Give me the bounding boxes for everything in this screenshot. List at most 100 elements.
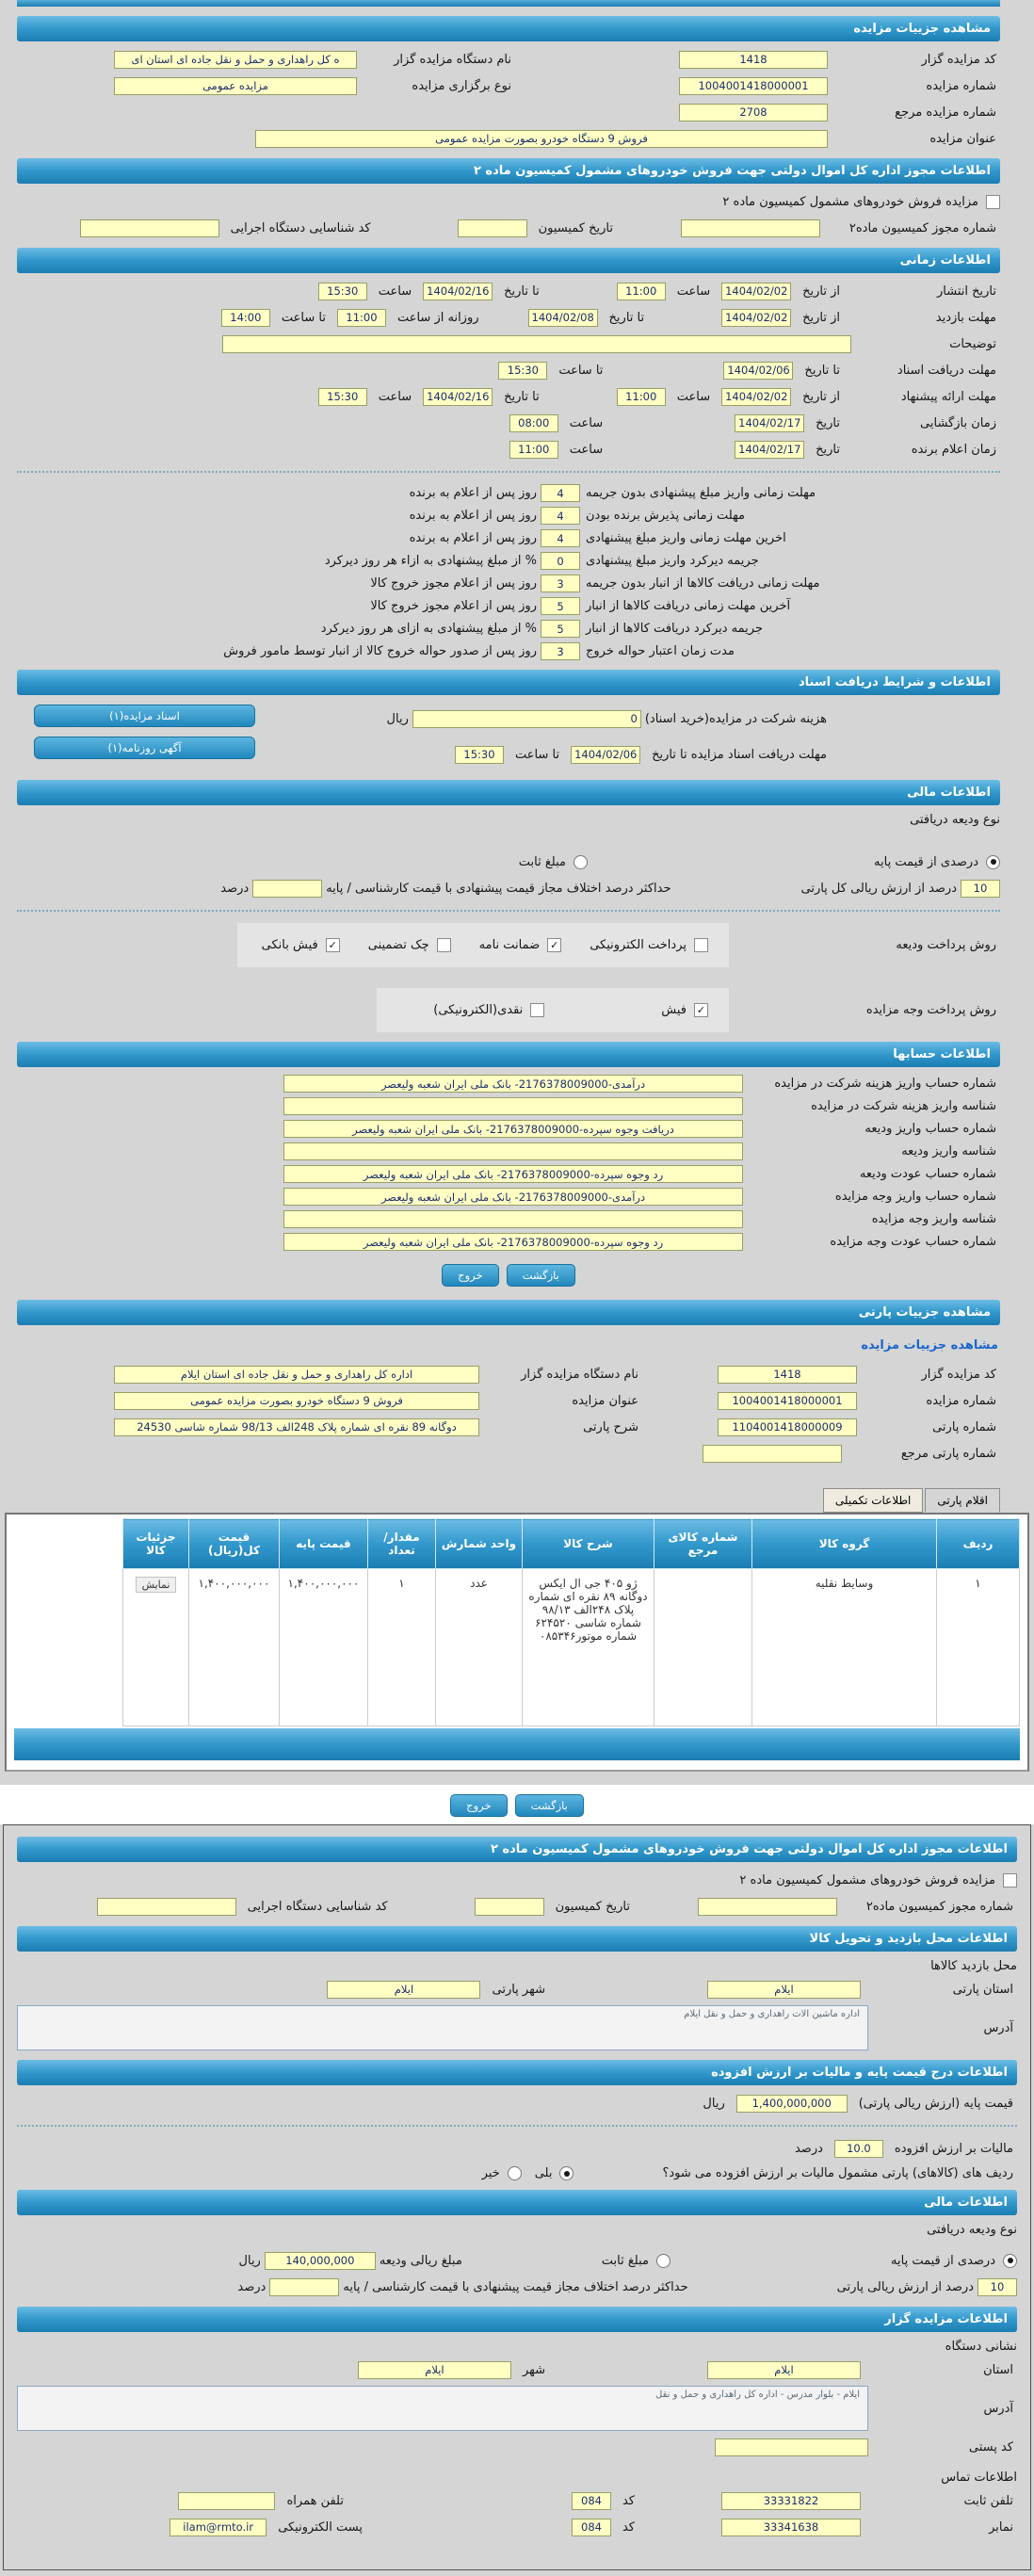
account-input[interactable] [283, 1120, 743, 1138]
vat-yes-radio[interactable] [559, 2166, 574, 2180]
party-city-input[interactable] [327, 1980, 481, 1999]
auctioneer-code-input[interactable] [679, 50, 828, 69]
tab-party-items[interactable]: اقلام پارتی [925, 1488, 1000, 1513]
visit-to-date[interactable] [527, 308, 598, 327]
commission-checkbox[interactable] [986, 194, 1000, 209]
publish-to-date[interactable] [423, 282, 493, 300]
show-item-details-link[interactable]: نمایش [135, 1577, 177, 1593]
guarantee-letter-checkbox[interactable] [547, 938, 562, 952]
party-number-input[interactable] [718, 1418, 857, 1436]
phone-code-input[interactable] [571, 2491, 611, 2510]
party-desc-input[interactable] [114, 1418, 479, 1436]
publish-to-time[interactable] [317, 282, 367, 300]
base-price-input[interactable] [735, 2094, 848, 2113]
permit-number-input[interactable] [681, 219, 820, 237]
deposit-percent-input[interactable] [977, 2277, 1017, 2296]
commission-checkbox[interactable] [1003, 1872, 1017, 1887]
account-input[interactable] [283, 1165, 743, 1183]
notes-input[interactable] [222, 334, 851, 353]
back-button[interactable]: بازگشت [506, 1264, 575, 1287]
postal-code-input[interactable] [715, 2438, 868, 2456]
commission-date-input[interactable] [474, 1897, 544, 1916]
email-input[interactable] [170, 2518, 267, 2536]
mobile-input[interactable] [178, 2491, 276, 2510]
auction-title-input[interactable] [255, 129, 828, 148]
fax-code-input[interactable] [571, 2518, 611, 2536]
penalty-input[interactable] [541, 575, 580, 592]
max-diff-input[interactable] [252, 879, 323, 898]
offer-from-time[interactable] [616, 387, 666, 406]
opening-date[interactable] [735, 413, 805, 432]
winner-announce-time[interactable] [509, 440, 558, 459]
fax-input[interactable] [721, 2518, 861, 2536]
vat-no-radio[interactable] [507, 2166, 522, 2180]
exit-button[interactable]: خروج [450, 1794, 508, 1817]
party-ref-number-input[interactable] [703, 1444, 842, 1463]
deposit-amount-input[interactable] [264, 2251, 376, 2270]
ref-auction-number-input[interactable] [679, 103, 828, 122]
penalty-input[interactable] [541, 484, 580, 502]
visit-from-date[interactable] [721, 308, 792, 327]
offer-to-time[interactable] [317, 387, 367, 406]
auction-documents-button[interactable]: اسناد مزایده(۱) [34, 705, 255, 727]
penalty-input[interactable] [541, 642, 580, 660]
percent-of-base-radio[interactable] [1003, 2253, 1017, 2268]
party-auction-number-input[interactable] [718, 1391, 857, 1410]
agency-id-input[interactable] [96, 1897, 236, 1916]
party-province-input[interactable] [707, 1980, 861, 1999]
penalty-input[interactable] [541, 597, 580, 615]
auction-number-input[interactable] [679, 76, 828, 95]
publish-from-time[interactable] [616, 282, 666, 300]
slip-checkbox[interactable] [694, 1003, 708, 1017]
docs-receive-deadline-time[interactable] [454, 745, 504, 764]
visit-to-time[interactable] [220, 308, 270, 327]
electronic-payment-checkbox[interactable] [694, 938, 708, 952]
fixed-amount-radio[interactable] [656, 2253, 671, 2268]
penalty-input[interactable] [541, 507, 580, 525]
vat-input[interactable] [833, 2139, 883, 2158]
penalty-input[interactable] [541, 552, 580, 570]
penalty-input[interactable] [541, 620, 580, 638]
organizer-name-input[interactable] [114, 50, 357, 69]
phone-input[interactable] [721, 2491, 861, 2510]
newspaper-ad-button[interactable]: آگهی روزنامه(۱) [34, 737, 255, 759]
account-input[interactable] [283, 1210, 743, 1228]
commission-date-input[interactable] [457, 219, 527, 237]
account-input[interactable] [283, 1097, 743, 1115]
account-input[interactable] [283, 1188, 743, 1206]
offer-to-date[interactable] [423, 387, 493, 406]
fixed-amount-radio[interactable] [574, 854, 589, 869]
deposit-percent-input[interactable] [961, 879, 1000, 898]
visit-address-textarea[interactable]: اداره ماشین الات راهداری و حمل و نقل ایل… [17, 2005, 868, 2050]
party-auction-title-input[interactable] [114, 1391, 479, 1410]
exit-button[interactable]: خروج [442, 1264, 499, 1287]
auction-type-input[interactable] [114, 76, 357, 95]
percent-of-base-radio[interactable] [986, 854, 1000, 869]
docs-deadline-time[interactable] [498, 361, 548, 380]
secured-check-checkbox[interactable] [436, 938, 451, 952]
opening-time[interactable] [509, 413, 558, 432]
bank-slip-checkbox[interactable] [325, 938, 340, 952]
back-button[interactable]: بازگشت [514, 1794, 584, 1817]
docs-deadline-date[interactable] [723, 361, 794, 380]
tab-additional-info[interactable]: اطلاعات تکمیلی [822, 1488, 924, 1513]
account-input[interactable] [283, 1233, 743, 1251]
cash-electronic-checkbox[interactable] [530, 1003, 545, 1017]
view-auction-details-link[interactable]: مشاهده جزییات مزایده [861, 1338, 998, 1353]
city-input[interactable] [357, 2360, 511, 2379]
party-auctioneer-code-input[interactable] [718, 1365, 857, 1384]
permit-number-input[interactable] [698, 1897, 837, 1916]
account-input[interactable] [283, 1075, 743, 1093]
agency-id-input[interactable] [79, 219, 219, 237]
visit-from-time[interactable] [336, 308, 386, 327]
docs-fee-input[interactable] [412, 709, 641, 728]
docs-receive-deadline-date[interactable] [571, 745, 641, 764]
party-organizer-name-input[interactable] [114, 1365, 479, 1384]
offer-from-date[interactable] [721, 387, 792, 406]
penalty-input[interactable] [541, 529, 580, 547]
max-diff-input[interactable] [269, 2277, 340, 2296]
organizer-address-textarea[interactable]: ایلام - بلوار مدرس - اداره کل راهداری و … [17, 2386, 868, 2431]
publish-from-date[interactable] [721, 282, 792, 300]
account-input[interactable] [283, 1142, 743, 1160]
province-input[interactable] [707, 2360, 861, 2379]
